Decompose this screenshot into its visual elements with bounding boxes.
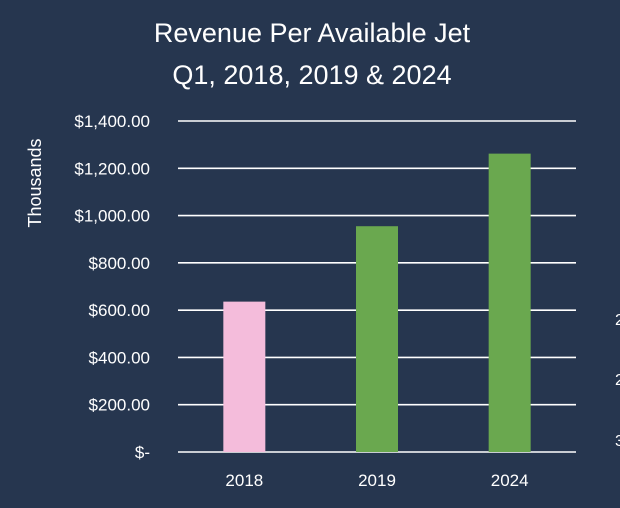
bar-2018 — [223, 301, 266, 452]
y-tick-label: $200.00 — [89, 396, 150, 415]
y-tick-label: $1,200.00 — [74, 159, 150, 178]
x-tick-label: 2018 — [225, 471, 263, 490]
bar-2019 — [356, 226, 398, 452]
edge-glyph: 2 — [615, 312, 620, 329]
bars — [223, 153, 531, 452]
chart-subtitle: Q1, 2018, 2019 & 2024 — [172, 60, 451, 90]
y-tick-label: $- — [135, 443, 150, 462]
bar-2024 — [488, 153, 531, 452]
y-axis-label: Thousands — [25, 138, 45, 227]
chart-title: Revenue Per Available Jet — [154, 18, 471, 48]
y-tick-label: $600.00 — [89, 301, 150, 320]
y-tick-label: $1,400.00 — [74, 112, 150, 131]
y-tick-label: $800.00 — [89, 254, 150, 273]
x-tick-label: 2019 — [358, 471, 396, 490]
edge-glyph: 3 — [615, 433, 620, 450]
y-tick-label: $400.00 — [89, 348, 150, 367]
x-axis-ticks: 2018 2019 2024 — [225, 471, 528, 490]
edge-glyph: 2 — [615, 372, 620, 389]
y-axis-ticks: $- $200.00 $400.00 $600.00 $800.00 $1,000.00 $… — [74, 112, 150, 462]
y-tick-label: $1,000.00 — [74, 207, 150, 226]
x-tick-label: 2024 — [491, 471, 529, 490]
